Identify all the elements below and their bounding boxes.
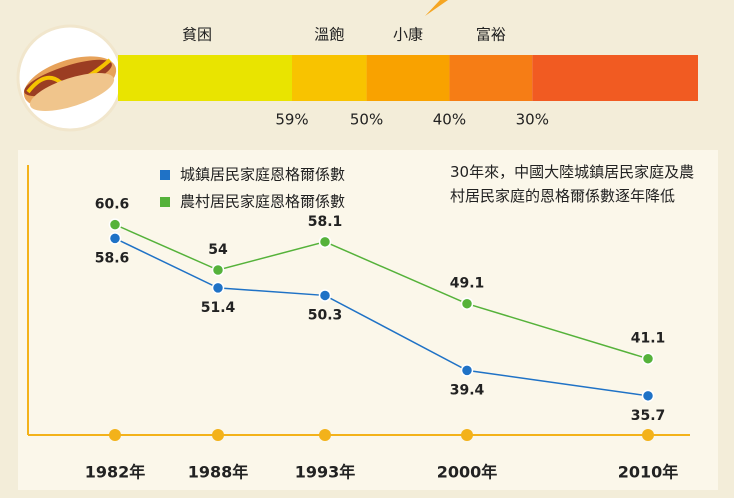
scale-segment <box>367 55 450 101</box>
threshold-label: 59% <box>275 111 308 129</box>
threshold-label: 40% <box>433 111 466 129</box>
x-tick-dot <box>212 429 224 441</box>
data-point <box>320 290 331 301</box>
x-tick-label: 1982年 <box>85 463 146 482</box>
legend-swatch <box>160 170 170 180</box>
data-point <box>643 353 654 364</box>
data-point <box>643 390 654 401</box>
annotation-box: 30年來，中國大陸城鎮居民家庭及農村居民家庭的恩格爾係數逐年降低 <box>450 160 700 240</box>
data-point <box>320 236 331 247</box>
scale-segment <box>532 55 698 101</box>
data-label: 58.1 <box>308 214 343 230</box>
data-label: 50.3 <box>308 307 343 323</box>
data-label: 51.4 <box>201 300 236 316</box>
scale-segment <box>292 55 367 101</box>
data-point <box>213 282 224 293</box>
x-tick-label: 2010年 <box>618 463 679 482</box>
data-label: 60.6 <box>95 197 130 213</box>
x-tick-dot <box>109 429 121 441</box>
data-label: 39.4 <box>450 382 485 398</box>
data-point <box>213 265 224 276</box>
scale-segment <box>118 55 292 101</box>
threshold-label: 30% <box>516 111 549 129</box>
scale-segment <box>449 55 532 101</box>
x-tick-dot <box>461 429 473 441</box>
x-tick-label: 1993年 <box>295 463 356 482</box>
level-label: 小康 <box>393 26 423 44</box>
annotation: 30年來，中國大陸城鎮居民家庭及農村居民家庭的恩格爾係數逐年降低 <box>450 160 700 208</box>
data-point <box>462 365 473 376</box>
data-label: 41.1 <box>631 331 666 347</box>
bread-icon <box>18 26 123 130</box>
legend-label: 城鎮居民家庭恩格爾係數 <box>180 166 345 184</box>
data-label: 49.1 <box>450 276 485 292</box>
x-tick-dot <box>319 429 331 441</box>
data-label: 35.7 <box>631 408 666 424</box>
x-tick-label: 2000年 <box>437 463 498 482</box>
data-point <box>110 219 121 230</box>
infographic: 30年來，中國大陸城鎮居民家庭及農村居民家庭的恩格爾係數逐年降低 貧困 溫飽 小康 富… <box>0 0 734 498</box>
legend-label: 農村居民家庭恩格爾係數 <box>180 193 345 211</box>
level-label: 貧困 <box>182 26 212 44</box>
x-tick-label: 1988年 <box>188 463 249 482</box>
legend-swatch <box>160 197 170 207</box>
level-label: 溫飽 <box>314 26 344 44</box>
data-point <box>110 233 121 244</box>
data-label: 58.6 <box>95 250 130 266</box>
level-label: 富裕 <box>476 26 506 44</box>
data-point <box>462 298 473 309</box>
data-label: 54 <box>208 242 228 258</box>
x-tick-dot <box>642 429 654 441</box>
threshold-label: 50% <box>350 111 383 129</box>
